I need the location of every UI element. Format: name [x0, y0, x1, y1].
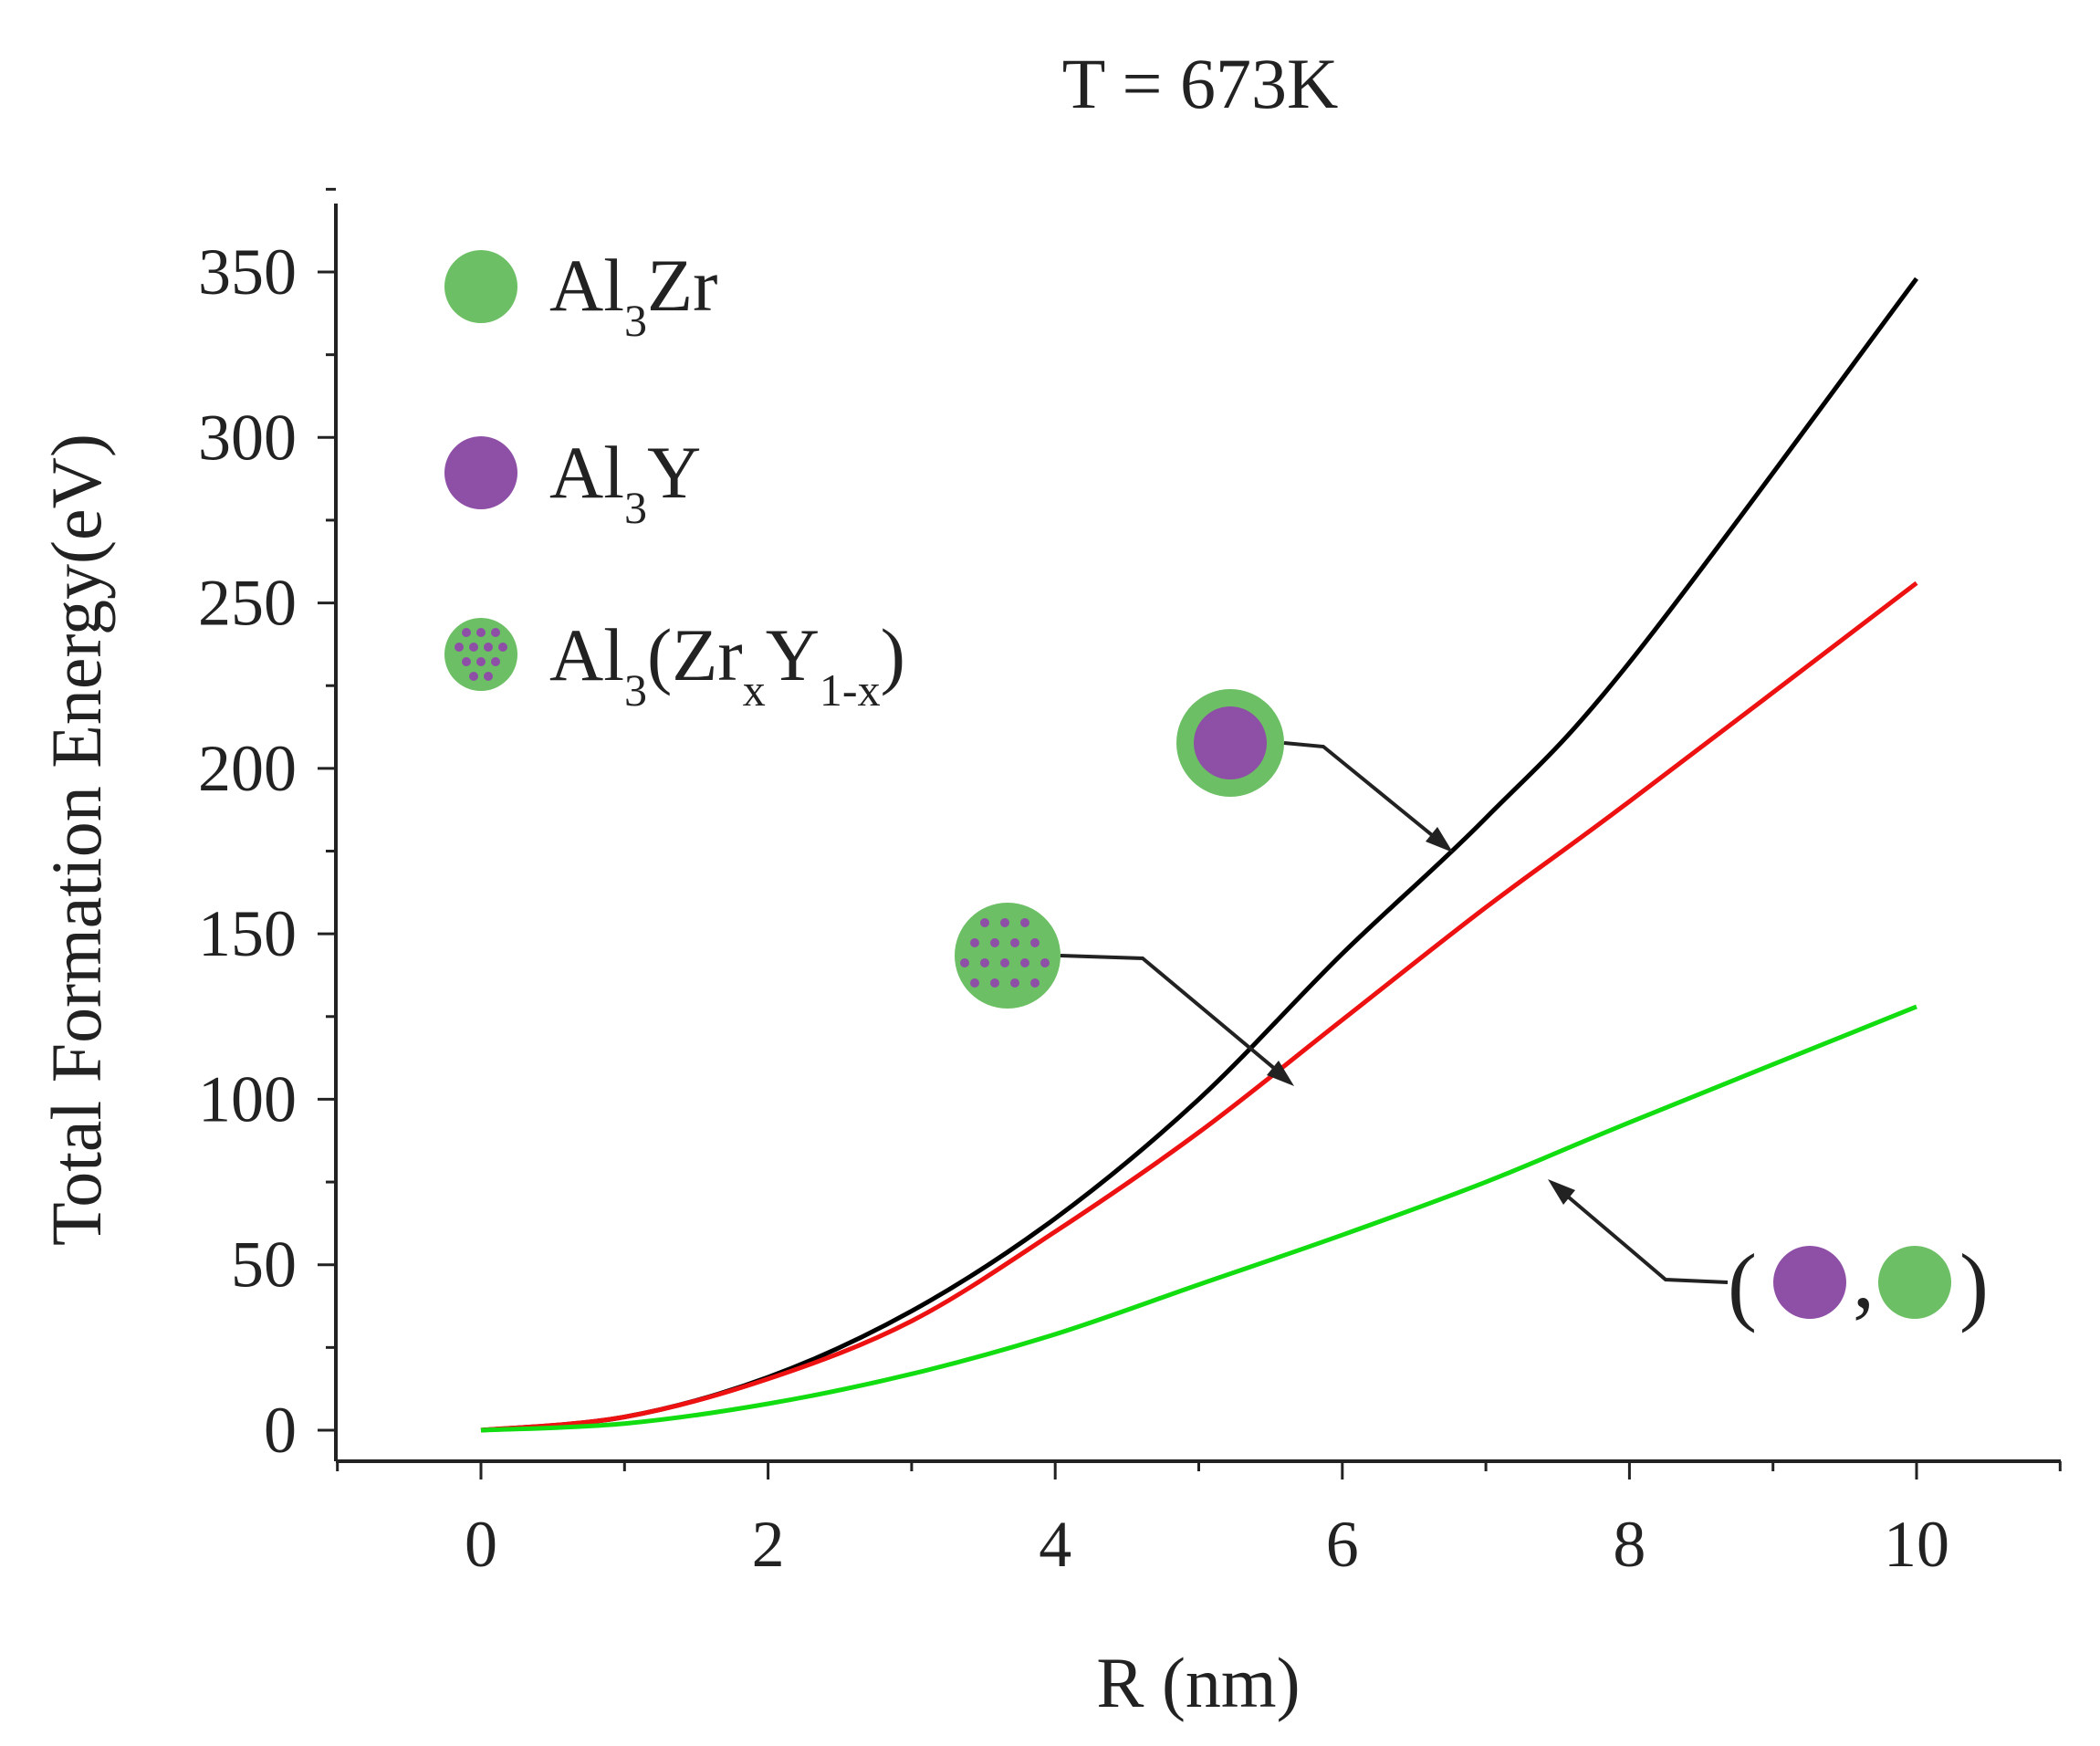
x-axis-title: R (nm): [1096, 1643, 1300, 1722]
y-axis-title: Total Formation Energy(eV): [37, 434, 116, 1246]
pattern-dot: [1030, 978, 1040, 988]
green-circle-annotation-icon: [1878, 1246, 1951, 1319]
x-ticks: 0 2 4 6 8 10: [336, 1461, 2062, 1581]
y-tick-label: 150: [198, 897, 297, 970]
pattern-dot: [454, 643, 464, 652]
pattern-dot: [491, 628, 500, 637]
legend-label-al3y: Al3Y: [549, 431, 701, 533]
legend-label-al3zr: Al3Zr: [549, 244, 717, 346]
pattern-dot: [462, 628, 471, 637]
arrowhead-black: [1426, 827, 1453, 852]
axes: 0 2 4 6 8 10 0 50 100 150 200 250 300 350: [198, 187, 2062, 1581]
legend-item-al3zr: Al3Zr: [444, 244, 717, 346]
pattern-dot: [1040, 958, 1050, 967]
purple-circle-icon: [444, 436, 517, 509]
y-tick-label: 0: [264, 1394, 297, 1467]
arrowhead-red: [1267, 1061, 1294, 1086]
pattern-dot: [1020, 958, 1029, 967]
x-tick-label: 2: [752, 1508, 785, 1581]
pattern-dot: [484, 672, 493, 681]
annotation-arrow-green: [1554, 1185, 1729, 1284]
chart-title: T = 673K: [1062, 44, 1339, 123]
pattern-dot: [990, 978, 999, 988]
legend-item-al3zrxy1-x: Al3(ZrxY1-x): [444, 613, 905, 716]
pattern-dot: [491, 657, 500, 666]
pattern-dot: [476, 657, 486, 666]
pattern-dot: [469, 643, 478, 652]
pattern-dot: [484, 643, 493, 652]
pattern-dot: [960, 958, 969, 967]
x-tick-label: 10: [1884, 1508, 1949, 1581]
y-tick-label: 300: [198, 401, 297, 474]
pattern-dot: [498, 643, 507, 652]
y-tick-label: 350: [198, 235, 297, 308]
x-tick-label: 0: [465, 1508, 497, 1581]
series-line-2: [480, 1004, 1917, 1433]
x-tick-label: 8: [1613, 1508, 1646, 1581]
dot-pattern: [454, 628, 507, 681]
core-shell-inner-icon: [1194, 706, 1267, 779]
pattern-dot: [1000, 958, 1009, 967]
arrowhead-green: [1548, 1179, 1575, 1205]
pattern-dot: [1020, 918, 1029, 927]
dot-pattern: [960, 918, 1050, 988]
legend-item-al3y: Al3Y: [444, 431, 701, 533]
purple-circle-annotation-icon: [1773, 1246, 1846, 1319]
legend: Al3Zr Al3Y Al3(ZrxY1-x): [444, 244, 905, 716]
pattern-dot: [990, 938, 999, 947]
close-paren: ): [1959, 1236, 1989, 1333]
annotation-arrow-red: [1060, 954, 1289, 1081]
pattern-dot: [476, 628, 486, 637]
dotted-green-circle-annotation-icon: [955, 903, 1060, 1009]
series-line-1: [480, 580, 1918, 1433]
legend-label-al3zrxy1-x: Al3(ZrxY1-x): [549, 613, 905, 716]
pattern-dot: [970, 938, 979, 947]
pattern-dot: [980, 918, 989, 927]
x-tick-label: 4: [1039, 1508, 1071, 1581]
y-tick-label: 250: [198, 567, 297, 640]
annotation-mixed: [955, 903, 1294, 1086]
annotation-core-shell: [1176, 689, 1453, 852]
pattern-dot: [1000, 918, 1009, 927]
pattern-dot: [980, 958, 989, 967]
y-tick-label: 100: [198, 1062, 297, 1135]
pattern-dot: [1030, 938, 1040, 947]
open-paren: (: [1728, 1236, 1757, 1333]
green-circle-icon: [444, 250, 517, 323]
y-ticks: 0 50 100 150 200 250 300 350: [198, 187, 336, 1467]
pattern-dot: [970, 978, 979, 988]
y-tick-label: 50: [231, 1228, 297, 1302]
y-tick-label: 200: [198, 732, 297, 805]
annotation-arrow-black: [1283, 741, 1448, 849]
comma: ,: [1853, 1228, 1875, 1326]
pattern-dot: [469, 672, 478, 681]
pattern-dot: [462, 657, 471, 666]
x-tick-label: 6: [1326, 1508, 1359, 1581]
dotted-green-circle-icon: [444, 618, 517, 691]
annotation-separate: ( , ): [1548, 1179, 1989, 1333]
series-group: [480, 277, 1919, 1433]
pattern-dot: [1010, 978, 1019, 988]
pattern-dot: [1010, 938, 1019, 947]
